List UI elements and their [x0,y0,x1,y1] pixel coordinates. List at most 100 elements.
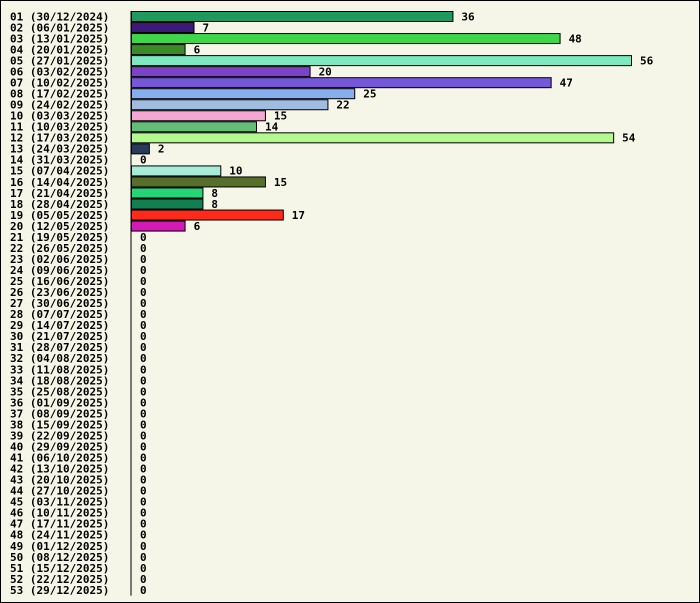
category-label: 33 (11/08/2025) [10,363,109,376]
value-label: 0 [140,584,147,597]
category-label: 12 (17/03/2025) [10,132,109,145]
value-label: 0 [140,297,147,310]
value-label: 0 [140,407,147,420]
category-label: 24 (09/06/2025) [10,264,109,277]
category-label: 08 (17/02/2025) [10,88,109,101]
category-label: 14 (31/03/2025) [10,154,109,167]
value-label: 0 [140,341,147,354]
bar [131,187,204,199]
category-label: 43 (20/10/2025) [10,474,109,487]
category-label: 10 (03/03/2025) [10,110,109,123]
value-label: 0 [140,518,147,531]
category-label: 26 (23/06/2025) [10,286,109,299]
value-label: 36 [461,10,475,23]
category-label: 21 (19/05/2025) [10,231,109,244]
value-label: 0 [140,363,147,376]
value-label: 17 [292,209,305,222]
value-label: 0 [140,529,147,542]
value-label: 0 [140,242,147,255]
bar [131,165,222,177]
category-label: 27 (30/06/2025) [10,297,109,310]
value-label: 56 [640,54,654,67]
value-label: 0 [140,452,147,465]
value-label: 0 [140,496,147,509]
category-label: 30 (21/07/2025) [10,330,109,343]
value-label: 8 [211,198,218,211]
category-label: 11 (10/03/2025) [10,121,109,134]
value-label: 0 [140,540,147,553]
category-label: 06 (03/02/2025) [10,65,109,78]
category-label: 53 (29/12/2025) [10,584,109,597]
category-label: 28 (07/07/2025) [10,308,109,321]
value-label: 20 [319,65,332,78]
category-label: 35 (25/08/2025) [10,385,109,398]
value-label: 0 [140,418,147,431]
category-label: 37 (08/09/2025) [10,407,109,420]
category-label: 03 (13/01/2025) [10,32,109,45]
value-label: 0 [140,429,147,442]
category-label: 42 (13/10/2025) [10,463,109,476]
category-label: 39 (22/09/2025) [10,429,109,442]
value-label: 0 [140,253,147,266]
category-label: 23 (02/06/2025) [10,253,109,266]
value-label: 15 [274,176,287,189]
value-label: 0 [140,352,147,365]
category-label: 51 (15/12/2025) [10,562,109,575]
value-label: 0 [140,308,147,321]
category-label: 52 (22/12/2025) [10,573,109,586]
value-label: 0 [140,507,147,520]
category-label: 49 (01/12/2025) [10,540,109,553]
value-label: 48 [569,32,582,45]
category-label: 01 (30/12/2024) [10,10,109,23]
category-label: 48 (24/11/2025) [10,529,109,542]
category-label: 09 (24/02/2025) [10,99,109,112]
category-label: 41 (06/10/2025) [10,452,109,465]
category-label: 38 (15/09/2025) [10,418,109,431]
category-label: 05 (27/01/2025) [10,54,109,67]
value-label: 0 [140,573,147,586]
value-label: 0 [140,319,147,332]
bar [131,55,632,67]
category-label: 34 (18/08/2025) [10,374,109,387]
value-label: 0 [140,154,147,167]
value-label: 0 [140,463,147,476]
value-label: 0 [140,264,147,277]
value-label: 10 [229,165,242,178]
bar [131,66,311,78]
category-label: 15 (07/04/2025) [10,165,109,178]
category-label: 44 (27/10/2025) [10,485,109,498]
value-label: 0 [140,485,147,498]
value-label: 0 [140,396,147,409]
category-label: 40 (29/09/2025) [10,440,109,453]
bar [131,209,284,221]
value-label: 0 [140,385,147,398]
value-label: 0 [140,330,147,343]
value-label: 7 [203,21,210,34]
bar [131,88,356,100]
value-label: 54 [622,132,636,145]
value-label: 0 [140,286,147,299]
category-label: 07 (10/02/2025) [10,76,109,89]
category-label: 18 (28/04/2025) [10,198,109,211]
value-label: 0 [140,440,147,453]
bar [131,220,186,232]
value-label: 0 [140,474,147,487]
value-label: 25 [363,88,376,101]
value-label: 15 [274,110,287,123]
value-label: 47 [560,76,573,89]
bar [131,44,186,56]
category-label: 29 (14/07/2025) [10,319,109,332]
bar [131,110,266,122]
value-label: 22 [336,99,349,112]
category-label: 04 (20/01/2025) [10,43,109,56]
category-label: 47 (17/11/2025) [10,518,109,531]
value-label: 0 [140,562,147,575]
bar [131,77,552,89]
category-label: 25 (16/06/2025) [10,275,109,288]
value-label: 0 [140,374,147,387]
category-label: 16 (14/04/2025) [10,176,109,189]
value-label: 0 [140,275,147,288]
category-label: 19 (05/05/2025) [10,209,109,222]
value-label: 6 [194,220,201,233]
